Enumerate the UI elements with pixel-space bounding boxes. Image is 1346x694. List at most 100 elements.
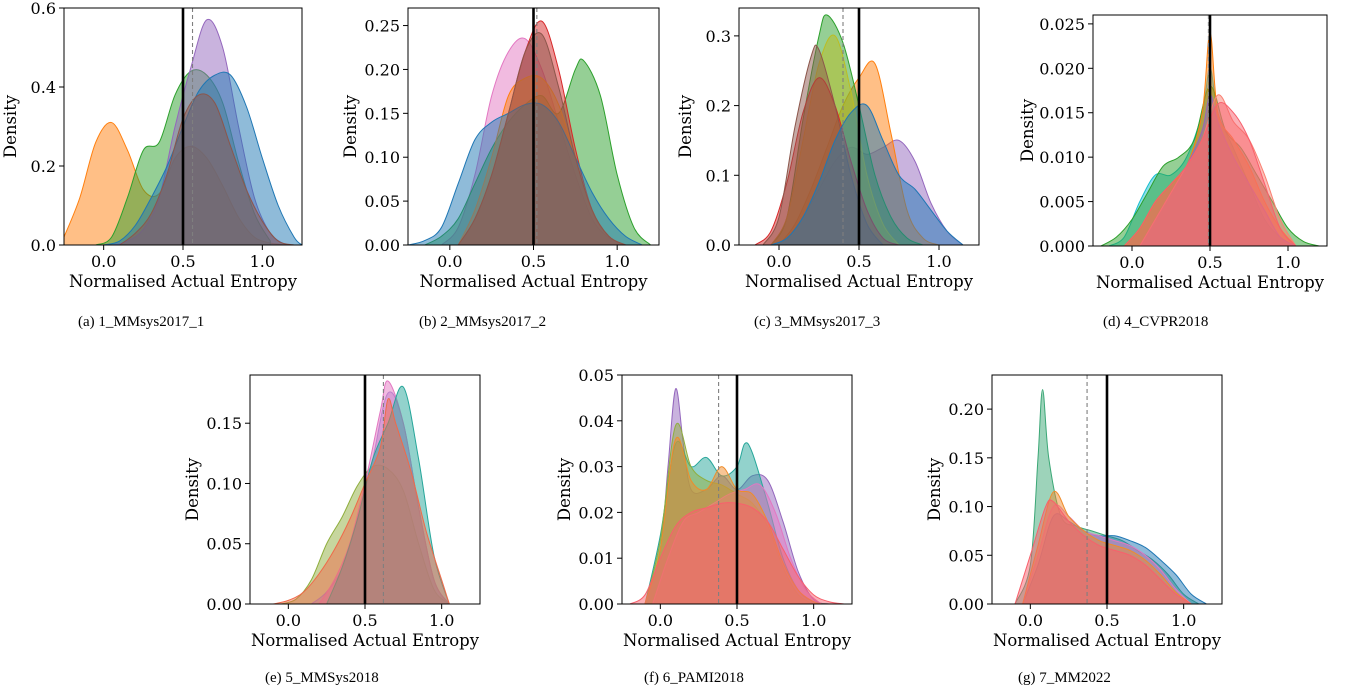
- caption-b: (b) 2_MMsys2017_2: [419, 314, 547, 330]
- y-axis-label: Density: [676, 94, 695, 158]
- caption-d: (d) 4_CVPR2018: [1103, 314, 1209, 330]
- x-tick-label: 1.0: [250, 252, 275, 271]
- density-series-5: [1014, 499, 1193, 604]
- chart-panel-d: 0.0 0.5 1.0 0.000 0.005 0.010 0.015 0.020 0.025 N…: [1008, 0, 1346, 300]
- y-tick-label: 0.25: [364, 17, 400, 36]
- y-axis-label: Density: [555, 457, 574, 521]
- chart-panel-g: 0.0 0.5 1.0 0.00 0.05 0.10 0.15 0.20 Normalised …: [920, 362, 1256, 662]
- y-tick-label: 0.4: [31, 78, 56, 97]
- x-axis-label: Normalised Actual Entropy: [69, 272, 298, 291]
- x-tick-label: 0.5: [1094, 611, 1119, 630]
- y-tick-label: 0.3: [706, 27, 731, 46]
- y-tick-label: 0.05: [364, 192, 400, 211]
- y-tick-label: 0.0: [31, 236, 56, 255]
- x-tick-label: 0.5: [521, 252, 546, 271]
- y-tick-label: 0.10: [364, 148, 400, 167]
- y-axis-label: Density: [183, 457, 202, 521]
- y-tick-label: 0.00: [364, 236, 400, 255]
- y-axis-label: Density: [925, 457, 944, 521]
- y-tick-label: 0.15: [948, 449, 984, 468]
- x-tick-label: 0.0: [1119, 253, 1144, 272]
- x-tick-label: 1.0: [1275, 253, 1300, 272]
- x-axis-label: Normalised Actual Entropy: [745, 272, 974, 291]
- x-axis-label: Normalised Actual Entropy: [993, 631, 1222, 650]
- y-axis-label: Density: [1, 94, 20, 158]
- x-tick-label: 1.0: [429, 611, 454, 630]
- y-tick-label: 0.6: [31, 0, 56, 18]
- y-tick-label: 0.15: [364, 104, 400, 123]
- series-group: [272, 380, 451, 604]
- chart-panel-a: 0.0 0.5 1.0 0.0 0.2 0.4 0.6 Normalised Actual E…: [0, 0, 336, 300]
- series-group: [1014, 389, 1208, 604]
- y-axis-label: Density: [341, 94, 360, 158]
- series-group: [754, 14, 964, 245]
- chart-panel-f: 0.0 0.5 1.0 0.00 0.01 0.02 0.03 0.04 0.05 Normali…: [550, 362, 886, 662]
- series-group: [408, 20, 652, 245]
- density-series-5: [118, 93, 295, 245]
- x-tick-label: 0.0: [91, 252, 116, 271]
- x-tick-label: 1.0: [926, 252, 951, 271]
- y-tick-label: 0.02: [578, 503, 614, 522]
- density-series-5: [272, 397, 450, 604]
- caption-c: (c) 3_MMsys2017_3: [754, 314, 881, 330]
- y-tick-label: 0.03: [578, 458, 614, 477]
- x-tick-label: 0.0: [437, 252, 462, 271]
- y-tick-label: 0.020: [1039, 59, 1085, 78]
- y-tick-label: 0.04: [578, 412, 614, 431]
- y-axis-label: Density: [1018, 98, 1037, 162]
- y-tick-label: 0.10: [948, 498, 984, 517]
- y-tick-label: 0.015: [1039, 104, 1085, 123]
- x-axis-label: Normalised Actual Entropy: [251, 631, 480, 650]
- y-tick-label: 0.00: [948, 595, 984, 614]
- x-axis-label: Normalised Actual Entropy: [1096, 273, 1325, 292]
- y-tick-label: 0.2: [31, 157, 56, 176]
- y-tick-label: 0.0: [706, 236, 731, 255]
- y-tick-label: 0.05: [578, 366, 614, 385]
- y-tick-label: 0.05: [948, 546, 984, 565]
- x-tick-label: 0.0: [276, 611, 301, 630]
- chart-c: 0.0 0.5 1.0 0.0 0.1 0.2 0.3 Normalised Actual E…: [676, 7, 980, 291]
- x-tick-label: 1.0: [604, 252, 629, 271]
- chart-panel-b: 0.0 0.5 1.0 0.00 0.05 0.10 0.15 0.20 0.25 Normali…: [336, 0, 672, 300]
- y-tick-label: 0.15: [206, 414, 242, 433]
- x-axis-label: Normalised Actual Entropy: [419, 272, 648, 291]
- caption-g: (g) 7_MM2022: [1018, 670, 1111, 686]
- caption-e: (e) 5_MMSys2018: [265, 670, 379, 686]
- y-tick-label: 0.010: [1039, 148, 1085, 167]
- y-tick-label: 0.00: [206, 595, 242, 614]
- chart-b: 0.0 0.5 1.0 0.00 0.05 0.10 0.15 0.20 0.25 Normali…: [341, 7, 660, 291]
- caption-a: (a) 1_MMsys2017_1: [78, 314, 205, 330]
- chart-f: 0.0 0.5 1.0 0.00 0.01 0.02 0.03 0.04 0.05 Normali…: [555, 366, 853, 650]
- density-series-6: [457, 32, 626, 245]
- density-series-7: [770, 103, 964, 245]
- chart-g: 0.0 0.5 1.0 0.00 0.05 0.10 0.15 0.20 Normalised …: [925, 374, 1223, 650]
- y-tick-label: 0.05: [206, 535, 242, 554]
- y-tick-label: 0.1: [706, 166, 731, 185]
- chart-d: 0.0 0.5 1.0 0.000 0.005 0.010 0.015 0.020 0.025 N…: [1018, 14, 1328, 292]
- x-tick-label: 1.0: [801, 611, 826, 630]
- x-tick-label: 0.5: [724, 611, 749, 630]
- x-axis-label: Normalised Actual Entropy: [623, 631, 852, 650]
- chart-panel-c: 0.0 0.5 1.0 0.0 0.1 0.2 0.3 Normalised Actual E…: [672, 0, 1008, 300]
- caption-f: (f) 6_PAMI2018: [644, 670, 744, 686]
- x-tick-label: 0.0: [766, 252, 791, 271]
- chart-panel-e: 0.0 0.5 1.0 0.00 0.05 0.10 0.15 Normalised Actu…: [180, 362, 516, 662]
- chart-a: 0.0 0.5 1.0 0.0 0.2 0.4 0.6 Normalised Actual E…: [1, 0, 303, 291]
- y-tick-label: 0.2: [706, 97, 731, 116]
- y-tick-label: 0.20: [948, 400, 984, 419]
- x-tick-label: 1.0: [1171, 611, 1196, 630]
- y-tick-label: 0.005: [1039, 193, 1085, 212]
- x-tick-label: 0.0: [648, 611, 673, 630]
- y-tick-label: 0.10: [206, 474, 242, 493]
- x-tick-label: 0.5: [170, 252, 195, 271]
- x-tick-label: 0.5: [352, 611, 377, 630]
- y-tick-label: 0.00: [578, 595, 614, 614]
- x-tick-label: 0.5: [846, 252, 871, 271]
- x-tick-label: 0.0: [1018, 611, 1043, 630]
- y-tick-label: 0.20: [364, 60, 400, 79]
- y-tick-label: 0.025: [1039, 15, 1085, 34]
- y-tick-label: 0.000: [1039, 237, 1085, 256]
- x-tick-label: 0.5: [1197, 253, 1222, 272]
- chart-e: 0.0 0.5 1.0 0.00 0.05 0.10 0.15 Normalised Actu…: [183, 374, 481, 650]
- y-tick-label: 0.01: [578, 549, 614, 568]
